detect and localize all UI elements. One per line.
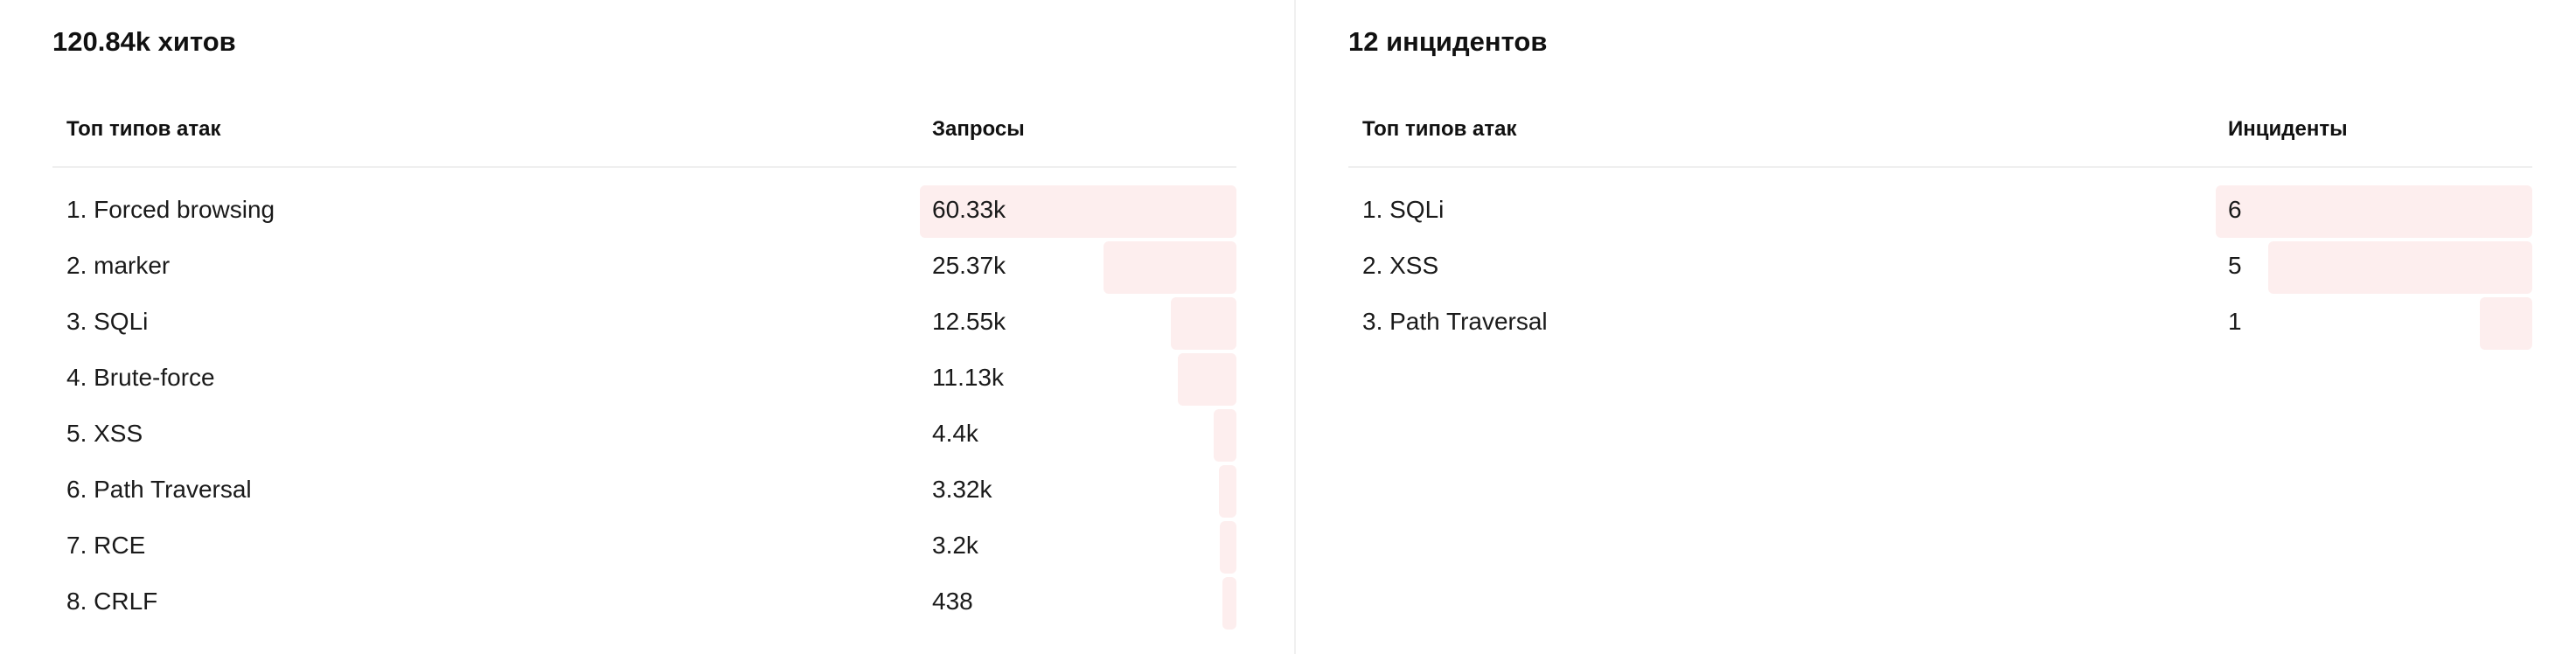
table-row[interactable]: 2. XSS 5 (1348, 240, 2532, 296)
incidents-panel-title: 12 инцидентов (1348, 26, 1548, 57)
table-row[interactable]: 7. RCE 3.2k (52, 519, 1236, 575)
attack-type-name: 4. Brute-force (66, 364, 215, 391)
attack-type-name: 7. RCE (66, 532, 146, 559)
column-header-attack-type: Топ типов атак (66, 117, 221, 141)
table-header: Топ типов атак Запросы (52, 112, 1236, 168)
value-bar (2216, 185, 2532, 238)
bar-track (920, 241, 1236, 294)
bar-track (2216, 297, 2532, 350)
row-value: 1 (2228, 308, 2242, 335)
bar-track (920, 521, 1236, 574)
attack-type-name: 1. Forced browsing (66, 196, 275, 223)
table-header: Топ типов атак Инциденты (1348, 112, 2532, 168)
value-bar (2480, 297, 2532, 350)
hits-panel: 120.84k хитов Топ типов атак Запросы 1. … (52, 26, 1236, 631)
hits-attack-types-table: Топ типов атак Запросы 1. Forced browsin… (52, 112, 1236, 631)
table-row[interactable]: 3. SQLi 12.55k (52, 296, 1236, 351)
value-bar (2268, 241, 2532, 294)
table-row[interactable]: 4. Brute-force 11.13k (52, 351, 1236, 407)
row-value: 3.2k (932, 532, 978, 559)
bar-track (2216, 185, 2532, 238)
attack-type-name: 3. Path Traversal (1362, 308, 1548, 335)
hits-panel-title: 120.84k хитов (52, 26, 236, 57)
attack-type-name: 1. SQLi (1362, 196, 1445, 223)
attack-type-name: 2. XSS (1362, 252, 1439, 279)
row-value: 12.55k (932, 308, 1006, 335)
bar-track (920, 577, 1236, 630)
bar-track (920, 353, 1236, 406)
bar-track (920, 465, 1236, 518)
row-value: 4.4k (932, 420, 978, 447)
attack-type-name: 8. CRLF (66, 588, 158, 615)
table-body: 1. SQLi 6 2. XSS 5 3. Path Traversal 1 (1348, 184, 2532, 351)
row-value: 6 (2228, 196, 2242, 223)
column-header-attack-type: Топ типов атак (1362, 117, 1517, 141)
incidents-panel: 12 инцидентов Топ типов атак Инциденты 1… (1296, 0, 2576, 654)
table-body: 1. Forced browsing 60.33k 2. marker 25.37k 3… (52, 184, 1236, 631)
row-value: 438 (932, 588, 973, 615)
column-header-incidents: Инциденты (2228, 117, 2348, 141)
value-bar (1220, 521, 1236, 574)
value-bar (1222, 577, 1236, 630)
value-bar (1171, 297, 1236, 350)
table-row[interactable]: 3. Path Traversal 1 (1348, 296, 2532, 351)
panel-divider (1294, 0, 1296, 654)
table-row[interactable]: 2. marker 25.37k (52, 240, 1236, 296)
table-row[interactable]: 6. Path Traversal 3.32k (52, 463, 1236, 519)
value-bar (1178, 353, 1236, 406)
bar-track (920, 409, 1236, 462)
table-row[interactable]: 8. CRLF 438 (52, 575, 1236, 631)
row-value: 3.32k (932, 476, 992, 503)
value-bar (1214, 409, 1236, 462)
table-row[interactable]: 1. Forced browsing 60.33k (52, 184, 1236, 240)
bar-track (920, 297, 1236, 350)
bar-track (920, 185, 1236, 238)
value-bar (920, 185, 1236, 238)
attack-type-name: 2. marker (66, 252, 171, 279)
row-value: 60.33k (932, 196, 1006, 223)
row-value: 25.37k (932, 252, 1006, 279)
incidents-attack-types-table: Топ типов атак Инциденты 1. SQLi 6 2. XSS 5… (1348, 112, 2532, 351)
column-header-requests: Запросы (932, 117, 1025, 141)
row-value: 5 (2228, 252, 2242, 279)
attack-type-name: 6. Path Traversal (66, 476, 252, 503)
value-bar (1219, 465, 1236, 518)
attack-type-name: 3. SQLi (66, 308, 149, 335)
table-row[interactable]: 5. XSS 4.4k (52, 407, 1236, 463)
attack-type-name: 5. XSS (66, 420, 143, 447)
bar-track (2216, 241, 2532, 294)
row-value: 11.13k (932, 364, 1004, 391)
value-bar (1104, 241, 1236, 294)
table-row[interactable]: 1. SQLi 6 (1348, 184, 2532, 240)
